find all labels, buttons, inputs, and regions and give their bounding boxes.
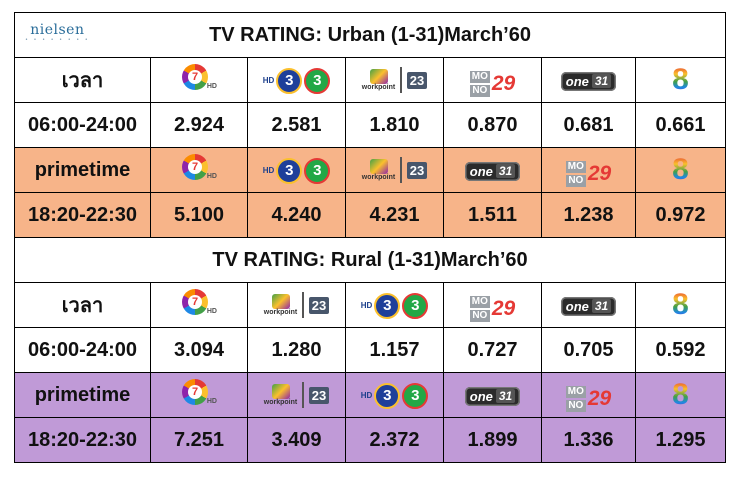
all-day-row: 06:00-24:00 3.094 1.280 1.157 0.727 0.705 0.59… bbox=[14, 327, 727, 373]
channel-logo-cell: 8 bbox=[634, 147, 727, 193]
section-title-cell: nielsen • • • • • • • • TV RATING: Urban (… bbox=[13, 12, 727, 58]
section-title-cell: TV RATING: Rural (1-31)March’60 bbox=[13, 237, 727, 283]
channel-logo-cell: HD 3 3 bbox=[345, 282, 444, 328]
channel-logo-cell: 7 HD bbox=[150, 57, 248, 103]
channel-3-logo: HD 3 3 bbox=[263, 157, 331, 184]
all-day-label: 06:00-24:00 bbox=[14, 102, 151, 148]
channel-7-logo: 7 HD bbox=[179, 287, 219, 317]
rating-value: 4.231 bbox=[345, 192, 444, 238]
channel-8-logo: 8 bbox=[672, 288, 689, 321]
all-day-row: 06:00-24:00 2.924 2.581 1.810 0.870 0.681 0.66… bbox=[14, 102, 727, 148]
channel-logo-cell: MO NO 29 bbox=[541, 147, 636, 193]
rating-value: 1.280 bbox=[247, 327, 346, 373]
channel-logo-cell: 8 bbox=[634, 57, 727, 103]
channel-logo-cell: 8 bbox=[634, 372, 727, 418]
rating-value: 0.661 bbox=[634, 102, 727, 148]
channel-8-logo: 8 bbox=[672, 378, 689, 411]
section-title: TV RATING: Urban (1-31)March’60 bbox=[209, 23, 531, 46]
channel-logo-cell: workpoint 23 bbox=[345, 147, 444, 193]
primetime-row: 18:20-22:30 7.251 3.409 2.372 1.899 1.336 1.29… bbox=[14, 417, 727, 463]
channel-logo-cell: 8 bbox=[634, 282, 727, 328]
channel-logo-cell: 7 HD bbox=[150, 282, 248, 328]
channel-logo-cell: one 31 bbox=[541, 57, 636, 103]
channel-logo-cell: one 31 bbox=[541, 282, 636, 328]
rating-tables: nielsen • • • • • • • • TV RATING: Urban (… bbox=[13, 12, 727, 478]
section-title-row: TV RATING: Rural (1-31)March’60 bbox=[13, 237, 727, 283]
channel-7-logo: 7 HD bbox=[179, 377, 219, 407]
rating-value: 1.295 bbox=[634, 417, 727, 463]
rating-value: 0.681 bbox=[541, 102, 636, 148]
channel-logo-cell: MO NO 29 bbox=[443, 57, 542, 103]
primetime-time-label: 18:20-22:30 bbox=[14, 417, 151, 463]
channel-logo-cell: workpoint 23 bbox=[247, 282, 346, 328]
channel-header-row: เวลา 7 HD HD 3 3 workpoint 23 MO NO 29 one 31 8 bbox=[14, 57, 727, 103]
rating-value: 1.336 bbox=[541, 417, 636, 463]
one-31-logo: one 31 bbox=[560, 296, 617, 316]
section-title-row: nielsen • • • • • • • • TV RATING: Urban (… bbox=[13, 12, 727, 58]
channel-logo-cell: HD 3 3 bbox=[345, 372, 444, 418]
rating-value: 7.251 bbox=[150, 417, 248, 463]
rating-value: 0.592 bbox=[634, 327, 727, 373]
rating-value: 0.870 bbox=[443, 102, 542, 148]
rating-value: 1.238 bbox=[541, 192, 636, 238]
rating-value: 2.581 bbox=[247, 102, 346, 148]
channel-8-logo: 8 bbox=[672, 63, 689, 96]
rating-value: 3.094 bbox=[150, 327, 248, 373]
channel-logo-cell: one 31 bbox=[443, 372, 542, 418]
rating-value: 5.100 bbox=[150, 192, 248, 238]
section-title: TV RATING: Rural (1-31)March’60 bbox=[212, 248, 528, 271]
rating-value: 3.409 bbox=[247, 417, 346, 463]
workpoint-logo: workpoint 23 bbox=[362, 67, 428, 93]
mono-29-logo: MO NO 29 bbox=[565, 386, 612, 412]
rating-value: 4.240 bbox=[247, 192, 346, 238]
mono-29-logo: MO NO 29 bbox=[469, 71, 516, 97]
channel-3-logo: HD 3 3 bbox=[361, 382, 429, 409]
mono-29-logo: MO NO 29 bbox=[469, 296, 516, 322]
channel-logo-cell: workpoint 23 bbox=[247, 372, 346, 418]
nielsen-logo: nielsen • • • • • • • • bbox=[25, 22, 90, 43]
channel-3-logo: HD 3 3 bbox=[361, 292, 429, 319]
channel-logo-cell: MO NO 29 bbox=[541, 372, 636, 418]
all-day-label: 06:00-24:00 bbox=[14, 327, 151, 373]
rating-value: 1.157 bbox=[345, 327, 444, 373]
primetime-header-row: primetime 7 HD HD 3 3 workpoint 23 one 31 MO NO 29 8 bbox=[14, 147, 727, 193]
channel-logo-cell: one 31 bbox=[443, 147, 542, 193]
channel-logo-cell: 7 HD bbox=[150, 147, 248, 193]
channel-logo-cell: 7 HD bbox=[150, 372, 248, 418]
time-header: เวลา bbox=[14, 57, 151, 103]
one-31-logo: one 31 bbox=[560, 71, 617, 91]
workpoint-logo: workpoint 23 bbox=[362, 157, 428, 183]
rating-value: 1.810 bbox=[345, 102, 444, 148]
primetime-label: primetime bbox=[14, 147, 151, 193]
primetime-row: 18:20-22:30 5.100 4.240 4.231 1.511 1.238 0.97… bbox=[14, 192, 727, 238]
channel-header-row: เวลา 7 HD workpoint 23 HD 3 3 MO NO 29 one 31 8 bbox=[14, 282, 727, 328]
rating-value: 1.511 bbox=[443, 192, 542, 238]
primetime-label: primetime bbox=[14, 372, 151, 418]
channel-logo-cell: MO NO 29 bbox=[443, 282, 542, 328]
rating-value: 0.972 bbox=[634, 192, 727, 238]
rating-value: 0.727 bbox=[443, 327, 542, 373]
rating-value: 2.924 bbox=[150, 102, 248, 148]
workpoint-logo: workpoint 23 bbox=[264, 382, 330, 408]
rating-grid: nielsen • • • • • • • • TV RATING: Urban (… bbox=[13, 12, 727, 463]
channel-8-logo: 8 bbox=[672, 153, 689, 186]
channel-3-logo: HD 3 3 bbox=[263, 67, 331, 94]
channel-logo-cell: workpoint 23 bbox=[345, 57, 444, 103]
channel-7-logo: 7 HD bbox=[179, 152, 219, 182]
workpoint-logo: workpoint 23 bbox=[264, 292, 330, 318]
mono-29-logo: MO NO 29 bbox=[565, 161, 612, 187]
one-31-logo: one 31 bbox=[464, 386, 521, 406]
rating-value: 2.372 bbox=[345, 417, 444, 463]
channel-logo-cell: HD 3 3 bbox=[247, 57, 346, 103]
rating-value: 1.899 bbox=[443, 417, 542, 463]
primetime-time-label: 18:20-22:30 bbox=[14, 192, 151, 238]
time-header: เวลา bbox=[14, 282, 151, 328]
channel-logo-cell: HD 3 3 bbox=[247, 147, 346, 193]
primetime-header-row: primetime 7 HD workpoint 23 HD 3 3 one 31 MO NO 29 8 bbox=[14, 372, 727, 418]
channel-7-logo: 7 HD bbox=[179, 62, 219, 92]
rating-value: 0.705 bbox=[541, 327, 636, 373]
one-31-logo: one 31 bbox=[464, 161, 521, 181]
